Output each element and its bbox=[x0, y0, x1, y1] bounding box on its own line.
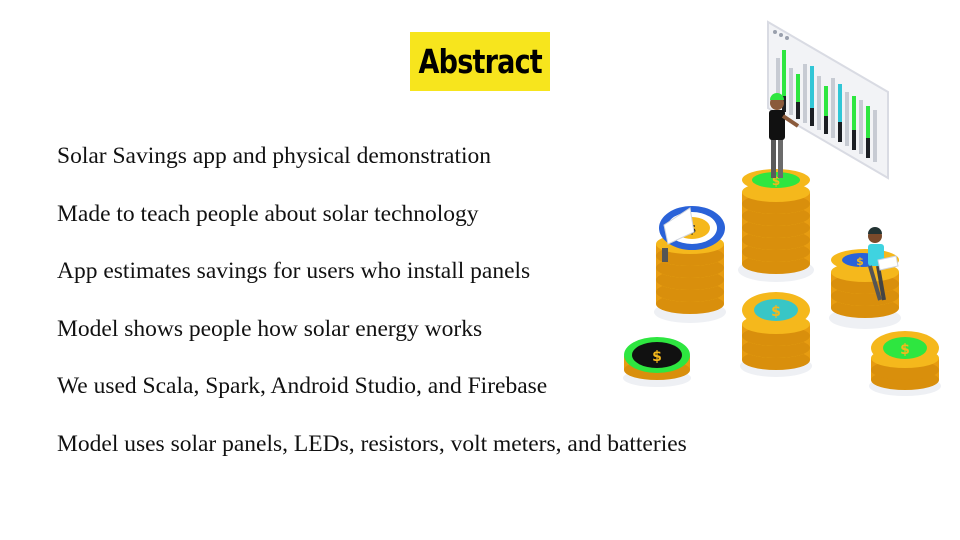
bullet-list: Solar Savings app and physical demonstra… bbox=[57, 140, 687, 486]
coin-stack-left: $ bbox=[654, 206, 726, 323]
svg-text:$: $ bbox=[771, 304, 781, 320]
svg-text:$: $ bbox=[856, 255, 864, 268]
bullet-item: We used Scala, Spark, Android Studio, an… bbox=[57, 373, 548, 400]
slide-title: Abstract bbox=[418, 42, 542, 81]
sitting-person-icon bbox=[868, 227, 899, 301]
coin-stack-tall: $ bbox=[738, 169, 814, 282]
coin-stack-small-right: $ bbox=[869, 331, 941, 396]
bullet-item: App estimates savings for users who inst… bbox=[57, 258, 531, 285]
bullet-item: Solar Savings app and physical demonstra… bbox=[57, 143, 492, 169]
coin-single-left: $ bbox=[623, 337, 691, 387]
svg-text:$: $ bbox=[900, 342, 910, 358]
bullet-item: Model shows people how solar energy work… bbox=[57, 315, 483, 342]
coin-stack-middle: $ bbox=[740, 292, 812, 377]
standing-person-icon bbox=[769, 93, 800, 178]
bar-chart-board-icon bbox=[767, 20, 889, 180]
bullet-item: Model uses solar panels, LEDs, resistors… bbox=[57, 430, 687, 457]
title-highlight: Abstract bbox=[410, 32, 550, 91]
bullet-item: Made to teach people about solar technol… bbox=[57, 200, 479, 227]
svg-text:$: $ bbox=[772, 174, 780, 188]
coin-stacks-illustration: $ $ bbox=[623, 20, 941, 396]
svg-text:$: $ bbox=[652, 349, 662, 365]
